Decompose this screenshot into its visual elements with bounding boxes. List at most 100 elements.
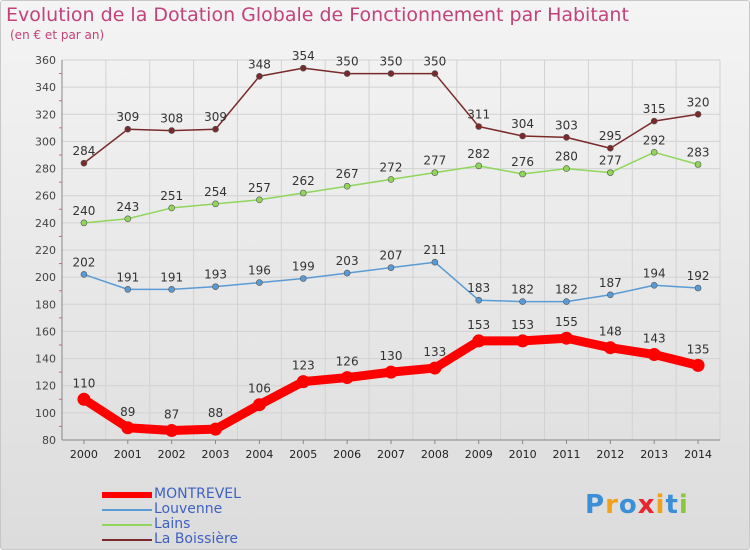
data-point: [168, 127, 175, 134]
x-tick-label: 2002: [158, 448, 186, 461]
proxiti-logo: Proxiti: [585, 490, 689, 520]
data-point: [387, 176, 395, 183]
data-label: 202: [72, 255, 95, 269]
y-tick-label: 240: [35, 217, 56, 230]
y-tick-label: 320: [35, 108, 56, 121]
data-label: 196: [248, 264, 271, 278]
data-label: 267: [336, 167, 359, 181]
logo-letter: t: [665, 490, 679, 520]
data-label: 282: [467, 147, 490, 161]
data-label: 284: [72, 144, 95, 158]
data-point: [559, 331, 573, 345]
legend-label-la-boissiere: La Boissière: [154, 531, 239, 547]
x-tick-label: 2010: [509, 448, 537, 461]
logo-letter: P: [585, 490, 606, 520]
data-label: 207: [380, 249, 403, 263]
x-tick-label: 2006: [333, 448, 361, 461]
x-tick-label: 2009: [465, 448, 493, 461]
data-point: [343, 182, 351, 190]
series-lains: 240 243 251 254 257 262 267 272 277 282 276 280 277 2…: [72, 133, 710, 227]
data-label: 203: [336, 254, 359, 268]
data-label: 106: [248, 382, 271, 396]
x-tick-label: 2014: [684, 448, 712, 461]
data-label: 295: [599, 129, 622, 143]
x-tick-label: 2012: [596, 448, 624, 461]
data-label: 155: [555, 315, 578, 329]
legend-swatch-la-boissiere: [102, 539, 152, 541]
data-label: 350: [423, 55, 446, 69]
y-tick-label: 340: [35, 81, 56, 94]
y-tick-labels: 80 100 120 140 160 180 200 220 240 260 280 300 320 34…: [35, 54, 56, 447]
y-tick-label: 360: [35, 54, 56, 67]
x-tick-label: 2008: [421, 448, 449, 461]
data-label: 276: [511, 155, 534, 169]
data-label: 320: [687, 95, 710, 109]
y-tick-label: 160: [35, 325, 56, 338]
data-point: [165, 424, 179, 437]
data-label: 191: [160, 270, 183, 284]
logo-letter: i: [655, 490, 666, 520]
data-label: 110: [72, 376, 95, 390]
data-point: [431, 169, 439, 176]
data-label: 254: [204, 185, 227, 199]
x-tick-label: 2007: [377, 448, 405, 461]
data-point: [519, 298, 526, 305]
data-point: [428, 361, 442, 375]
data-point: [80, 219, 88, 227]
y-tick-label: 140: [35, 353, 56, 366]
data-label: 251: [160, 189, 183, 203]
y-tick-label: 300: [35, 135, 56, 148]
data-point: [124, 125, 132, 133]
y-tick-label: 120: [35, 380, 56, 393]
data-label: 153: [511, 318, 534, 332]
y-tick-label: 220: [35, 244, 56, 257]
data-point: [647, 348, 661, 361]
data-point: [563, 165, 570, 172]
y-tick-label: 180: [35, 298, 56, 311]
data-point: [607, 169, 614, 176]
data-point: [299, 275, 307, 282]
data-point: [607, 144, 614, 152]
data-point: [384, 365, 398, 379]
data-label: 192: [687, 269, 710, 283]
data-point: [299, 64, 307, 72]
series-montrevel: 110 89 87 88 106 123 126 130 133 153 153 155 148 143 1…: [72, 315, 710, 437]
data-point: [256, 279, 263, 286]
data-label: 350: [336, 55, 359, 69]
data-point: [516, 334, 530, 348]
data-label: 277: [423, 154, 446, 168]
series-group: 284 309 308 309 348 354 350 350 350 311 304 303 295 3…: [72, 49, 710, 437]
legend-label-louvenne: Louvenne: [154, 501, 223, 517]
data-label: 187: [599, 276, 622, 290]
data-point: [519, 132, 526, 140]
data-point: [212, 125, 219, 133]
axes: [59, 60, 720, 444]
logo-letter: r: [605, 490, 619, 520]
data-point: [387, 70, 395, 77]
x-tick-label: 2005: [289, 448, 317, 461]
data-point: [607, 291, 614, 299]
data-point: [650, 148, 658, 156]
data-point: [472, 334, 486, 348]
data-point: [252, 398, 266, 412]
y-tick-label: 100: [35, 407, 56, 420]
data-point: [168, 204, 175, 212]
data-label: 308: [160, 112, 183, 126]
x-tick-label: 2003: [202, 448, 230, 461]
x-tick-label: 2011: [552, 448, 580, 461]
data-point: [121, 421, 135, 435]
data-label: 183: [467, 281, 490, 295]
legend-label-lains: Lains: [154, 516, 191, 532]
data-label: 89: [120, 405, 135, 419]
data-label: 126: [336, 355, 359, 369]
data-point: [124, 215, 132, 223]
data-point: [80, 159, 88, 167]
logo-letter: o: [618, 490, 638, 520]
data-label: 243: [116, 200, 139, 214]
data-label: 240: [72, 204, 95, 218]
x-tick-label: 2001: [114, 448, 142, 461]
data-label: 350: [380, 55, 403, 69]
x-tick-label: 2000: [70, 448, 98, 461]
data-label: 153: [467, 318, 490, 332]
data-label: 277: [599, 154, 622, 168]
